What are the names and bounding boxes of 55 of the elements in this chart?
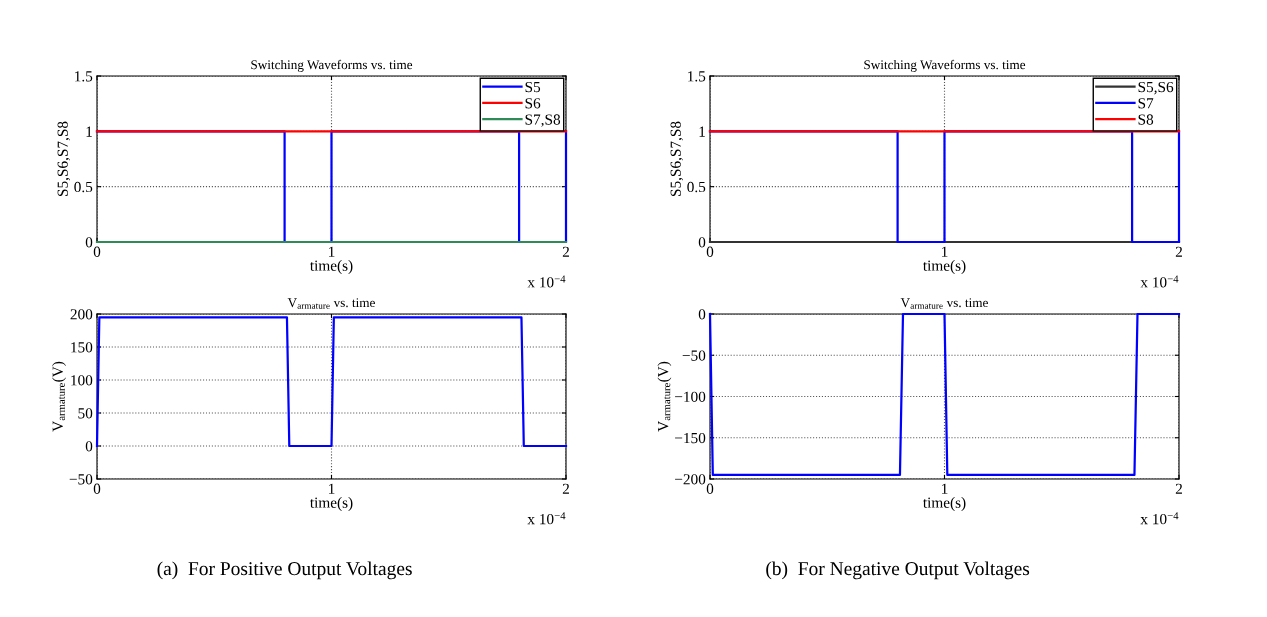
legend-label: S6 bbox=[525, 98, 541, 109]
x-tick-label: 1 bbox=[329, 483, 335, 494]
x-tick-label: 2 bbox=[562, 246, 569, 257]
y-tick-label: 1 bbox=[86, 126, 92, 137]
y-tick-label: 0.5 bbox=[74, 181, 93, 193]
y-tick-label: 1 bbox=[699, 126, 705, 137]
text: (a) For Positive Output Voltages bbox=[157, 561, 412, 580]
y-tick-label: 0 bbox=[85, 237, 93, 248]
text: x 10$^{−4}$ bbox=[527, 275, 566, 288]
x-tick-label: 2 bbox=[1175, 483, 1182, 494]
y-tick-label: −150 bbox=[675, 432, 706, 444]
x-tick-label: 1 bbox=[942, 246, 948, 257]
chart-title: Switching Waveforms vs. time bbox=[251, 59, 413, 72]
text: (b) For Negative Output Voltages bbox=[766, 561, 1030, 580]
x-axis-title: time(s) bbox=[310, 497, 353, 511]
x-tick-label: 1 bbox=[329, 246, 335, 257]
text: x 10$^{−4}$ bbox=[527, 512, 566, 525]
legend-label: S5,S6 bbox=[1138, 81, 1174, 95]
y-tick-label: −50 bbox=[69, 474, 93, 485]
y-tick-label: 150 bbox=[71, 342, 93, 353]
y-axis-title: V$_{armature}$(V) bbox=[657, 361, 672, 432]
y-tick-label: 1.5 bbox=[75, 71, 93, 82]
y-tick-label: 50 bbox=[78, 408, 93, 419]
chart-title: Switching Waveforms vs. time bbox=[864, 59, 1026, 72]
y-tick-label: 200 bbox=[70, 309, 93, 320]
y-tick-label: 0.5 bbox=[687, 181, 706, 193]
legend-label: S7 bbox=[1138, 98, 1154, 109]
x-axis-title: time(s) bbox=[923, 497, 966, 511]
x-tick-label: 0 bbox=[706, 483, 714, 494]
y-tick-label: 1.5 bbox=[688, 71, 706, 82]
x-tick-label: 2 bbox=[562, 483, 569, 494]
x-tick-label: 0 bbox=[93, 483, 101, 494]
x-tick-label: 0 bbox=[93, 246, 101, 257]
x-axis-title: time(s) bbox=[923, 260, 966, 274]
y-axis-title: V$_{armature}$(V) bbox=[52, 361, 66, 432]
y-tick-label: 0 bbox=[85, 441, 93, 452]
text: x 10$^{−4}$ bbox=[1140, 275, 1179, 288]
y-tick-label: 0 bbox=[698, 309, 706, 320]
chart-title: V$_{armature}$ vs. time bbox=[287, 298, 375, 309]
y-axis-title: S5,S6,S7,S8 bbox=[670, 121, 684, 196]
y-tick-label: −100 bbox=[675, 391, 706, 402]
x-axis-title: time(s) bbox=[310, 260, 353, 274]
legend-label: S8 bbox=[1138, 114, 1154, 125]
x-tick-label: 1 bbox=[942, 483, 948, 494]
y-tick-label: 100 bbox=[71, 375, 93, 386]
x-tick-label: 2 bbox=[1175, 246, 1182, 257]
y-tick-label: −200 bbox=[675, 474, 706, 485]
text: x 10$^{−4}$ bbox=[1140, 512, 1179, 525]
y-axis-title: S5,S6,S7,S8 bbox=[57, 121, 71, 196]
y-tick-label: −50 bbox=[682, 350, 706, 361]
legend-label: S5 bbox=[525, 81, 541, 93]
x-tick-label: 0 bbox=[706, 246, 714, 257]
legend-label: S7,S8 bbox=[525, 114, 561, 127]
chart-title: V$_{armature}$ vs. time bbox=[900, 298, 988, 309]
y-tick-label: 0 bbox=[698, 237, 706, 248]
